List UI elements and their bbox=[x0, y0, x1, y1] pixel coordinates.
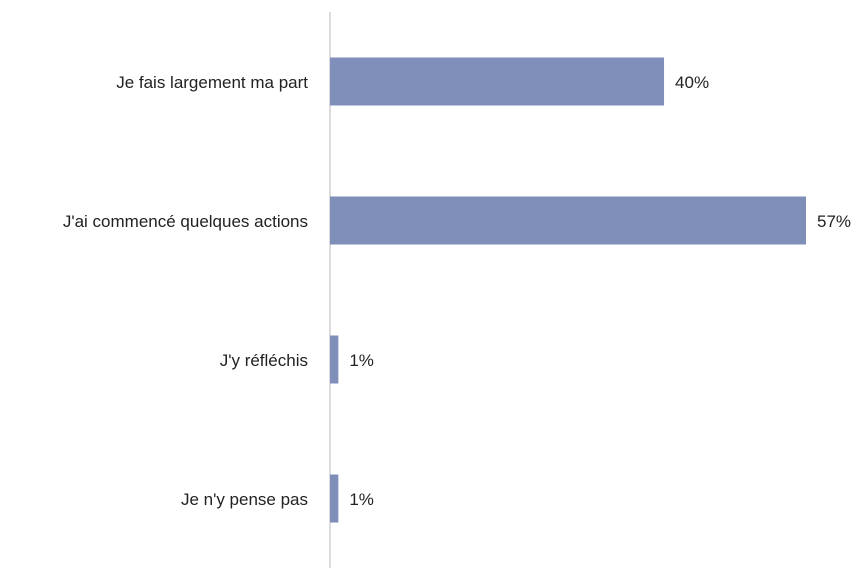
category-label: J'ai commencé quelques actions bbox=[63, 212, 308, 231]
category-label: Je n'y pense pas bbox=[181, 490, 308, 509]
value-label: 1% bbox=[349, 490, 374, 509]
bar bbox=[330, 335, 339, 384]
value-label: 57% bbox=[817, 212, 851, 231]
category-label: J'y réfléchis bbox=[220, 351, 308, 370]
bar bbox=[330, 57, 665, 106]
bar bbox=[330, 474, 339, 523]
bar bbox=[330, 196, 806, 245]
category-label: Je fais largement ma part bbox=[116, 73, 308, 92]
value-label: 1% bbox=[349, 351, 374, 370]
value-label: 40% bbox=[675, 73, 709, 92]
